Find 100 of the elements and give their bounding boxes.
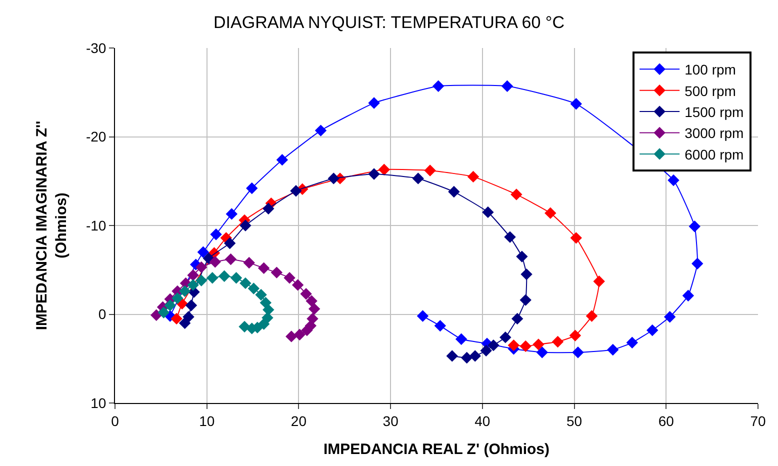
y-tick-label: 0 [98,306,106,322]
point [270,266,283,278]
point [532,338,544,350]
point [544,207,556,219]
point [196,274,208,286]
point [570,232,582,244]
point [480,344,492,356]
point [501,80,514,92]
point [668,174,680,186]
y-tick-label: -30 [86,40,106,56]
point [260,296,272,309]
point [586,310,598,322]
point [664,311,676,323]
point [292,279,304,291]
point [368,97,380,109]
point [688,220,700,232]
point [446,350,458,362]
x-tick-label: 50 [566,412,582,429]
point [300,288,312,300]
point [516,250,528,262]
point [224,237,236,250]
point [226,208,238,220]
point [552,336,564,348]
point [172,292,184,304]
point [569,330,582,342]
point [511,312,524,325]
point [536,346,548,358]
point [488,339,500,352]
point [412,172,424,184]
point [276,154,288,166]
x-tick-label: 0 [111,412,120,429]
point [692,258,704,270]
point [158,306,170,318]
y-tick-label: 10 [90,394,106,411]
point [196,261,208,274]
point [460,352,473,364]
point [308,303,320,315]
point [255,288,267,301]
point [504,231,516,243]
point [224,253,237,266]
point [593,276,605,288]
point [218,270,230,282]
x-tick-label: 70 [750,412,766,429]
point [682,290,694,302]
point [314,124,327,136]
point [368,168,380,180]
point [510,188,522,200]
point [164,300,176,312]
point [378,164,390,176]
point [482,206,494,218]
point [258,262,270,274]
point [286,330,298,342]
point [434,320,446,332]
point [185,300,198,312]
point [230,272,242,284]
point [238,320,250,333]
point [646,324,658,336]
point [626,336,638,348]
point [248,282,260,294]
point [416,310,429,322]
x-tick-label: 30 [382,412,399,429]
legend-label: 500 rpm [684,82,736,99]
point [243,256,255,269]
point [197,246,210,258]
point [187,279,199,291]
point [178,285,191,298]
y-tick-label: -20 [86,128,106,145]
point [570,98,582,110]
point [572,346,584,358]
x-tick-label: 20 [290,412,307,429]
point [455,333,468,345]
point [432,80,444,92]
point [469,350,481,362]
point [206,272,218,284]
point [520,340,532,352]
x-tick-label: 10 [199,412,215,429]
point [294,328,306,341]
point [209,256,221,268]
point [508,339,520,352]
legend-label: 6000 rpm [684,146,744,162]
point [424,164,436,176]
point [284,272,296,284]
point [500,331,512,344]
point [306,295,318,307]
point [210,228,222,240]
point [262,202,274,214]
point [187,269,199,282]
legend-label: 100 rpm [684,62,736,78]
point [246,182,258,194]
y-axis-title: IMPEDANCIA IMAGINARIA Z'' (Ohmios) [34,120,70,330]
point [520,294,532,306]
legend-label: 3000 rpm [684,125,744,142]
point [240,220,252,232]
x-tick-label: 40 [474,412,490,429]
point [448,186,460,198]
chart-title: DIAGRAMA NYQUIST: TEMPERATURA 60 °C [214,13,564,32]
point [607,344,619,356]
point [328,172,340,184]
point [170,312,182,325]
point [467,170,480,183]
